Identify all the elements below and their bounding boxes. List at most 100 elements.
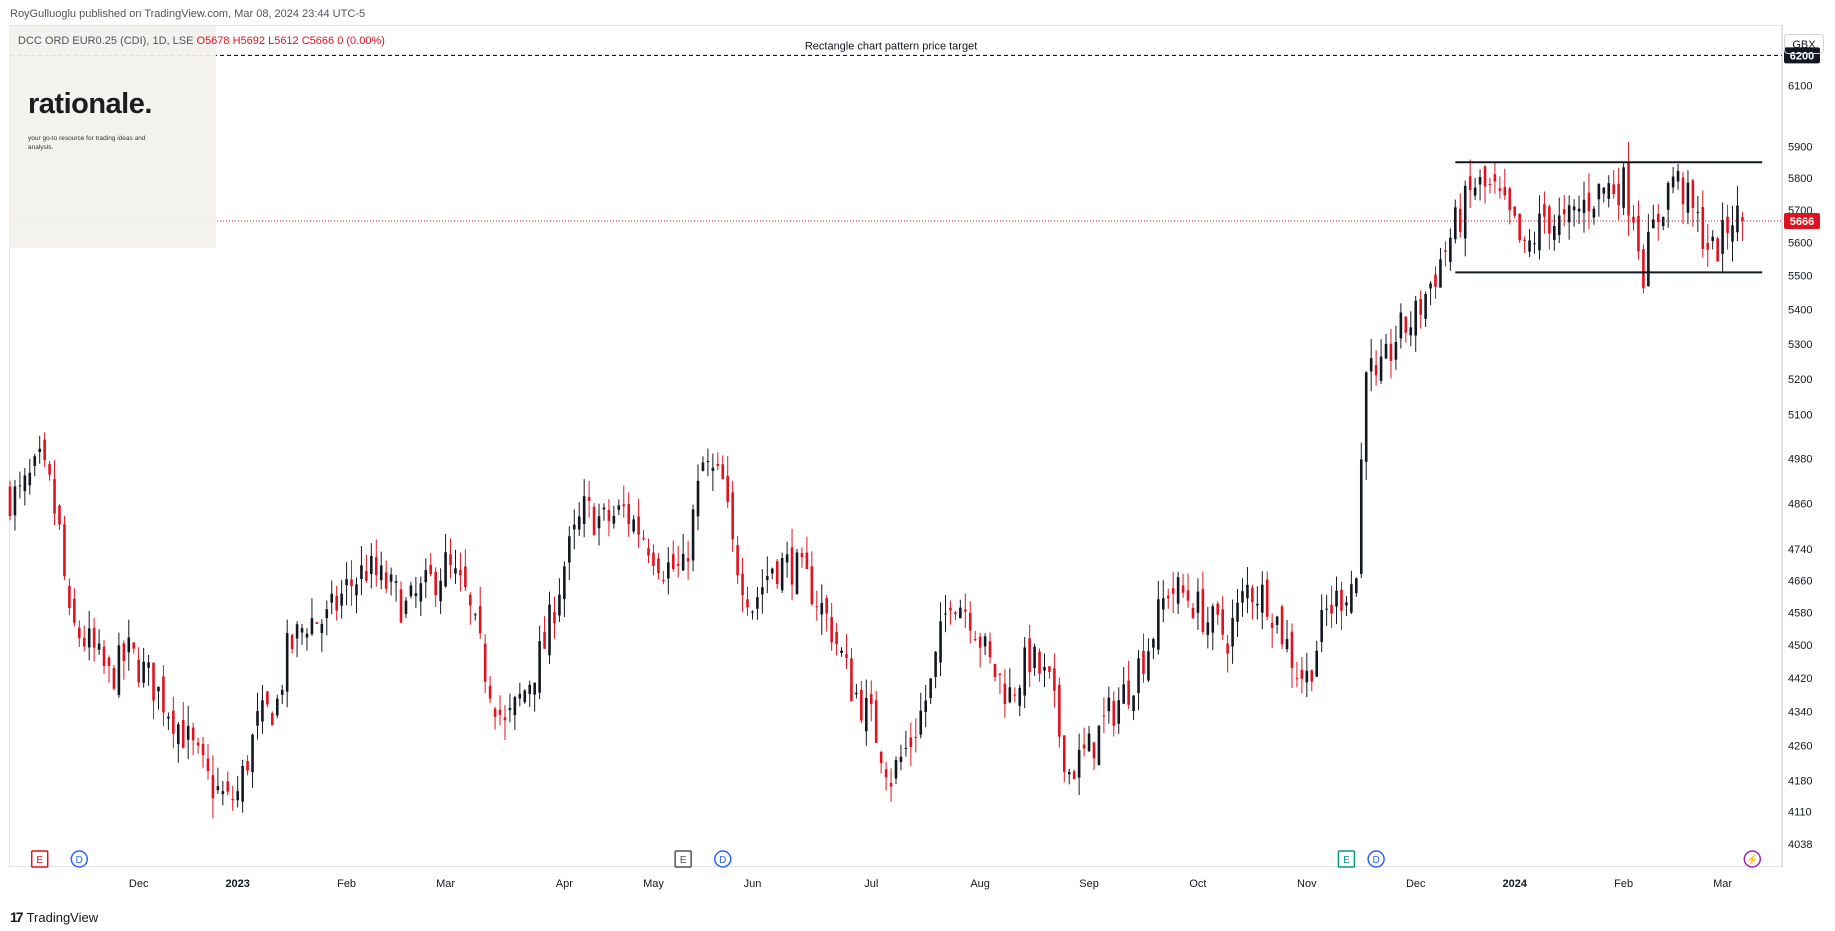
logo-overlay (9, 26, 216, 248)
candle-body (399, 589, 403, 623)
candle-body (983, 636, 987, 647)
candle-body (1340, 589, 1343, 611)
candle-body (1731, 225, 1734, 242)
candle-body (1389, 343, 1393, 361)
dividend-marker-icon[interactable] (1367, 850, 1385, 868)
candle-body (959, 607, 962, 619)
candle-body (68, 585, 71, 608)
tradingview-footer[interactable]: 17 TradingView (10, 909, 98, 925)
candle-body (869, 694, 873, 705)
candle-body (617, 505, 621, 510)
candle-body (1622, 167, 1625, 208)
candle-body (1394, 342, 1398, 360)
candle-body (1543, 204, 1546, 217)
y-tick-label: 5500 (1788, 271, 1812, 283)
y-tick-label: 5400 (1788, 304, 1812, 316)
candle-body (840, 650, 843, 654)
y-tick-label: 4038 (1788, 839, 1812, 851)
candle-body (1191, 607, 1195, 619)
candle-body (483, 643, 487, 682)
candle-body (993, 663, 997, 678)
candle-body (122, 643, 126, 661)
candle-body (587, 496, 591, 501)
candle-body (1048, 666, 1051, 672)
x-tick-label: Sep (1079, 878, 1099, 890)
candle-body (1488, 183, 1492, 185)
candle-body (726, 475, 730, 502)
symbol-legend[interactable]: DCC ORD EUR0.25 (CDI), 1D, LSE O5678 H56… (18, 35, 385, 47)
candle-body (978, 636, 982, 648)
candle-body (662, 579, 665, 581)
candle-body (1067, 772, 1071, 775)
candle-body (1152, 639, 1155, 648)
y-tick-label: 4860 (1788, 498, 1812, 510)
news-flash-icon[interactable] (1743, 850, 1762, 868)
candle-body (1582, 199, 1586, 214)
currency-button[interactable]: GBX (1784, 34, 1824, 54)
last-price-badge-text: 5666 (1790, 216, 1814, 228)
candle-body (157, 686, 160, 692)
candle-body (1112, 700, 1116, 726)
candle-body (1706, 242, 1710, 250)
candle-body (652, 552, 655, 566)
candle-body (1008, 687, 1012, 703)
candle-body (1597, 183, 1601, 200)
candle-body (1013, 694, 1017, 696)
candle-body (1058, 684, 1061, 737)
candle-body (1647, 231, 1650, 287)
candle-body (1577, 208, 1581, 212)
y-tick-label: 6100 (1788, 80, 1812, 92)
candle-body (899, 756, 903, 763)
candle-body (8, 486, 12, 517)
candle-body (865, 697, 868, 732)
candle-body (681, 553, 685, 571)
candle-body (1414, 300, 1418, 336)
candle-body (404, 600, 408, 614)
candle-body (1181, 585, 1185, 593)
candle-body (1562, 209, 1566, 215)
dividend-marker-icon[interactable] (714, 850, 732, 868)
candle-body (528, 684, 532, 694)
candle-body (246, 761, 249, 771)
candle-body (1335, 590, 1338, 607)
candle-body (676, 563, 680, 566)
candle-body (1419, 298, 1422, 315)
y-tick-label: 4980 (1788, 453, 1812, 465)
y-tick-label: 4740 (1788, 544, 1812, 556)
dividend-marker-icon[interactable] (70, 850, 89, 868)
candle-body (1122, 684, 1125, 704)
candle-body (548, 604, 551, 656)
candle-body (1107, 697, 1111, 712)
candle-body (92, 628, 96, 648)
x-tick-label: Dec (1406, 878, 1426, 890)
candle-body (1147, 651, 1150, 681)
candle-body (671, 554, 675, 570)
candle-body (1285, 639, 1289, 650)
candle-body (112, 667, 116, 689)
candle-body (1434, 274, 1437, 287)
candle-body (1072, 771, 1076, 779)
candle-body (469, 594, 472, 606)
earnings-marker-icon[interactable] (674, 850, 692, 868)
candle-body (478, 606, 482, 634)
earnings-marker-icon[interactable] (1337, 850, 1356, 868)
candle-body (1439, 259, 1442, 288)
candle-body (860, 689, 863, 721)
candle-body (429, 564, 433, 575)
candle-body (384, 572, 388, 589)
earnings-marker-icon[interactable] (30, 850, 49, 868)
candle-body (1716, 238, 1719, 262)
candle-body (102, 646, 106, 666)
x-tick-label: Mar (1713, 878, 1732, 890)
candle-body (1424, 294, 1427, 319)
candle-body (1666, 183, 1670, 210)
candle-body (513, 697, 517, 716)
candle-body (315, 622, 319, 624)
candle-body (558, 594, 561, 616)
y-tick-label: 4420 (1788, 673, 1812, 685)
candle-body (1602, 187, 1606, 194)
chart-panel[interactable] (9, 25, 1782, 867)
candle-body (1201, 589, 1205, 632)
candle-body (1656, 213, 1660, 223)
